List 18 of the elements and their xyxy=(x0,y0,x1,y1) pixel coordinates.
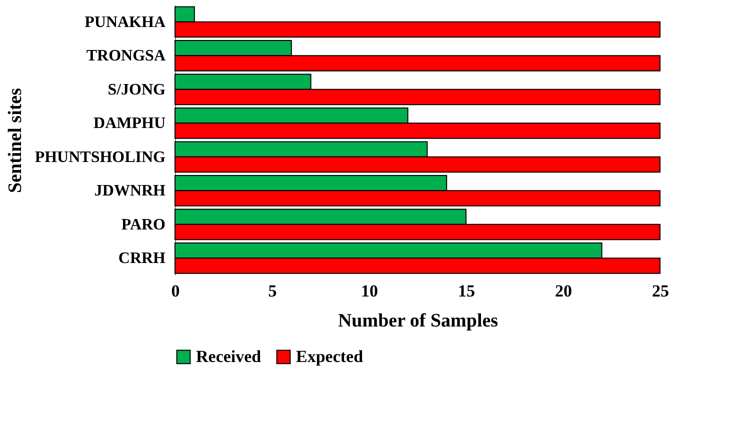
y-tick-label: S/JONG xyxy=(108,81,166,98)
x-tick-label: 5 xyxy=(268,282,277,300)
x-tick-label: 25 xyxy=(652,282,669,300)
y-tick-label: JDWNRH xyxy=(94,182,166,200)
y-tick-label: TRONGSA xyxy=(86,48,166,65)
x-tick-label: 15 xyxy=(458,282,475,300)
x-tick-label: 10 xyxy=(361,282,378,300)
legend-label: Received xyxy=(196,346,262,366)
y-tick-label: PUNAKHA xyxy=(84,14,166,31)
y-axis-title: Sentinel sites xyxy=(4,88,26,194)
x-tick-label: 20 xyxy=(555,282,572,300)
y-tick-label: PHUNTSHOLING xyxy=(34,148,166,166)
y-tick-label: PARO xyxy=(121,216,166,234)
x-axis-title: Number of Samples xyxy=(338,310,498,332)
y-tick-label: DAMPHU xyxy=(94,115,166,132)
y-tick-label: CRRH xyxy=(118,250,166,268)
x-tick-label: 0 xyxy=(171,282,180,300)
legend-label: Expected xyxy=(296,346,364,366)
